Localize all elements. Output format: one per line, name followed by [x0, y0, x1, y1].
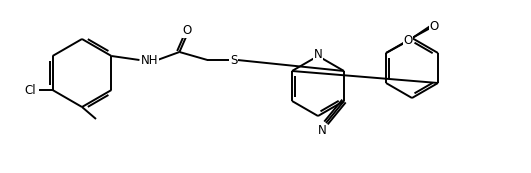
Text: Cl: Cl	[25, 84, 36, 97]
Text: O: O	[404, 34, 413, 48]
Text: O: O	[430, 20, 439, 33]
Text: NH: NH	[141, 53, 158, 66]
Text: O: O	[183, 25, 192, 38]
Text: N: N	[314, 48, 322, 61]
Text: N: N	[318, 125, 327, 138]
Text: S: S	[230, 53, 237, 66]
